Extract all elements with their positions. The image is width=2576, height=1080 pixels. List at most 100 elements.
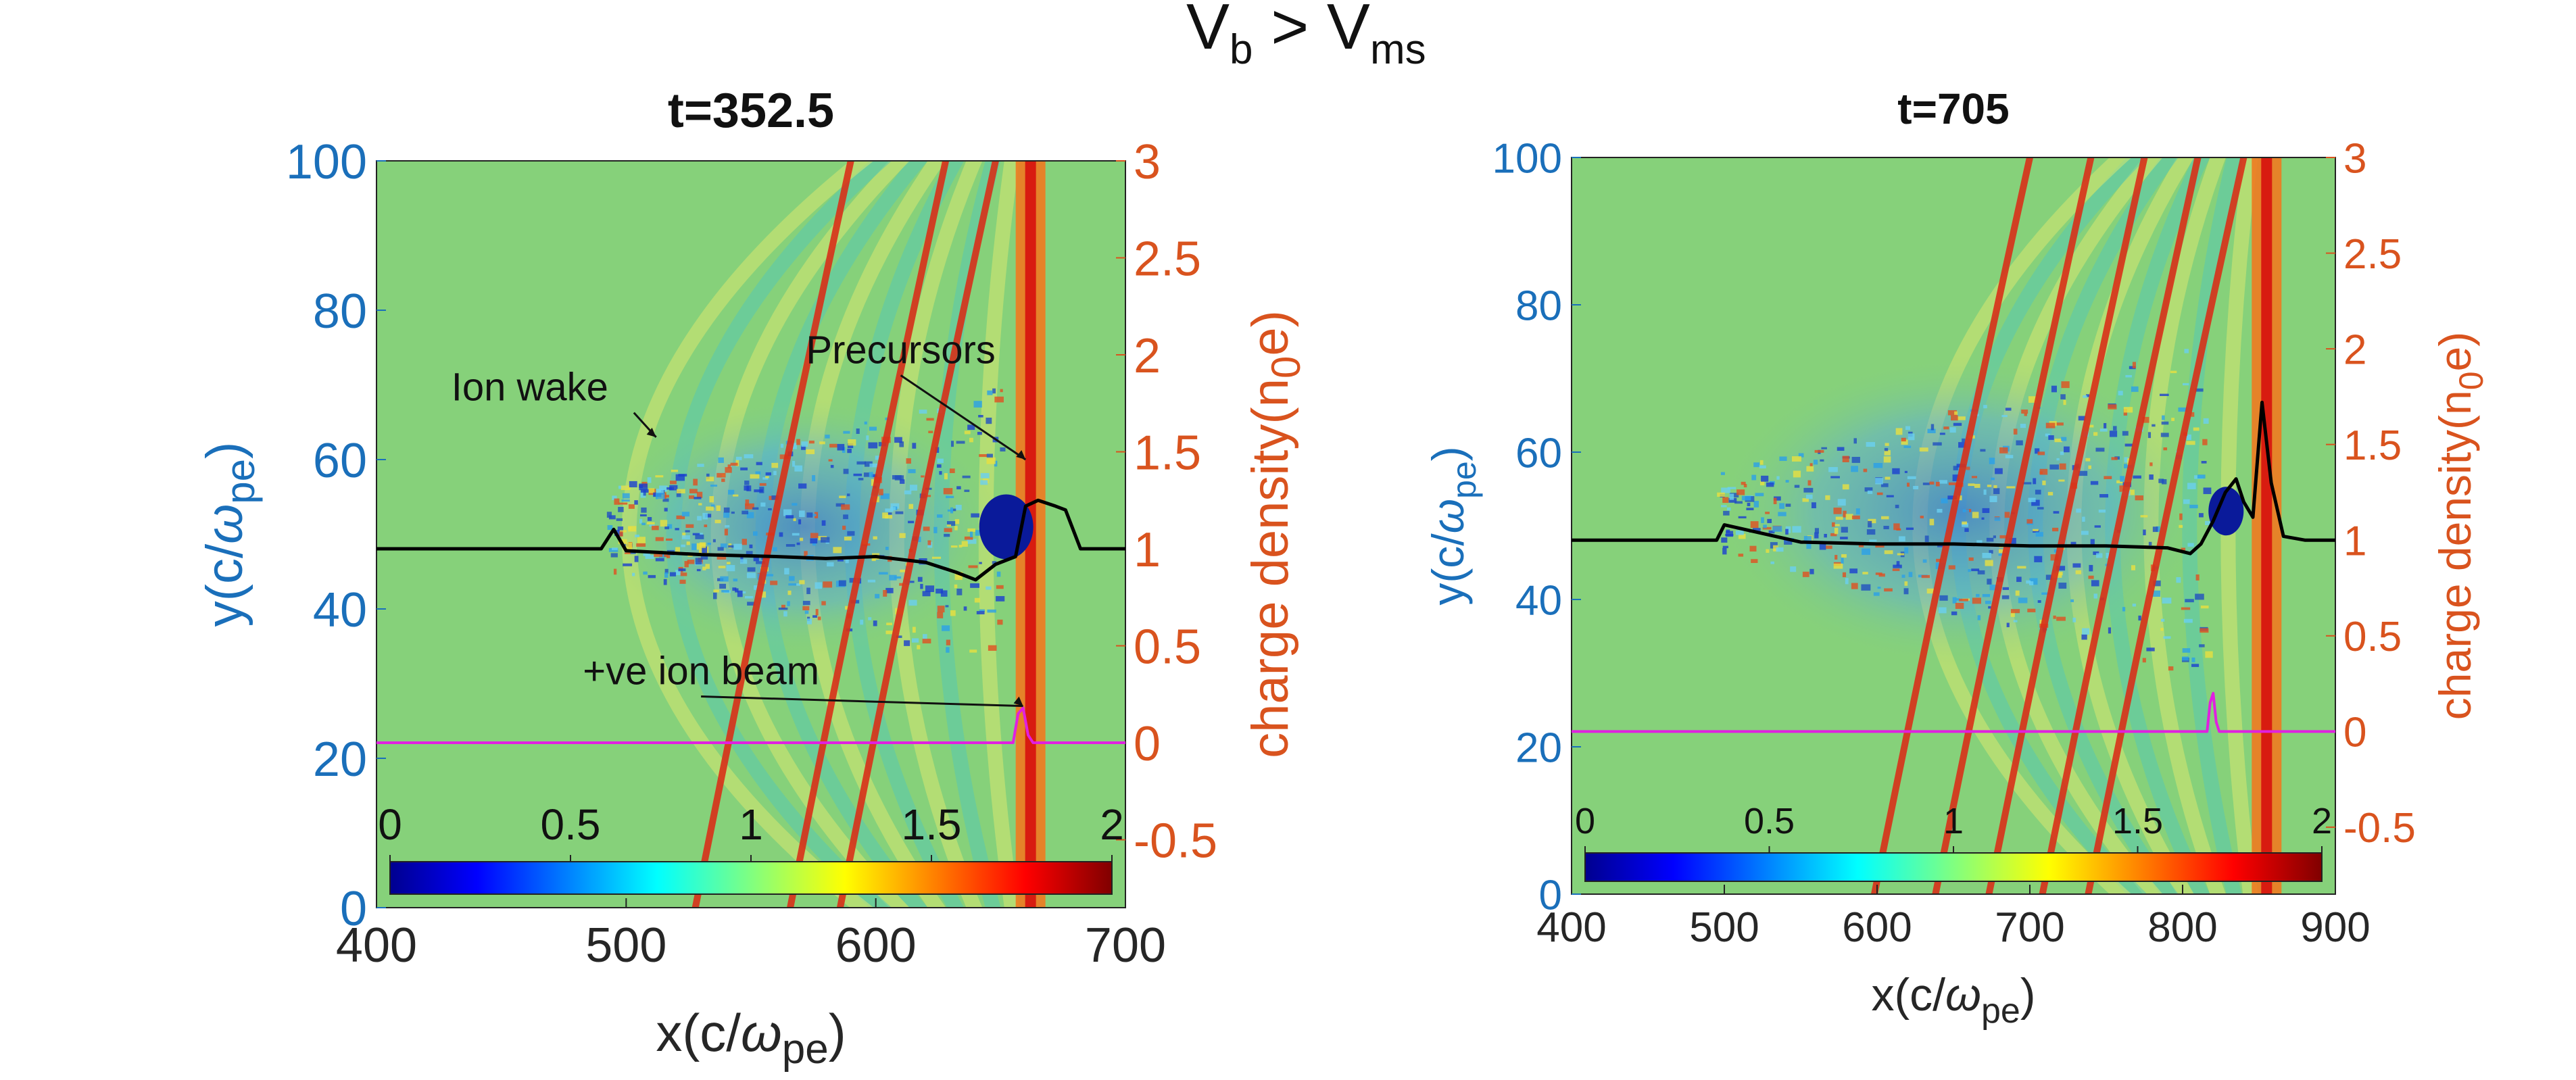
wake-speckle — [986, 453, 993, 459]
wake-speckle — [2182, 383, 2189, 386]
wake-speckle — [1941, 498, 1948, 504]
wake-speckle — [628, 526, 632, 530]
wake-speckle — [781, 604, 785, 609]
wake-speckle — [641, 522, 646, 526]
wake-speckle — [2001, 414, 2008, 418]
precursor-stripe — [691, 161, 854, 908]
wake-speckle — [656, 489, 664, 493]
wake-speckle — [2054, 438, 2062, 443]
wake-speckle — [625, 542, 633, 549]
y-left-tick-label: 100 — [286, 135, 367, 189]
wake-speckle — [1802, 571, 1809, 577]
wake-speckle — [1951, 415, 1958, 421]
wake-speckle — [628, 504, 635, 509]
wake-speckle — [1952, 474, 1960, 481]
wake-speckle — [946, 521, 956, 526]
wake-speckle — [1735, 531, 1744, 535]
wake-speckle — [2203, 487, 2212, 495]
wake-speckle — [617, 526, 624, 531]
wake-speckle — [1968, 569, 1971, 572]
wake-speckle — [992, 561, 997, 564]
annotation-arrowhead — [1016, 450, 1026, 460]
wake-speckle — [1877, 587, 1881, 589]
y-left-tick-label: 60 — [313, 434, 367, 488]
wake-speckle — [812, 615, 817, 618]
wake-speckle — [1993, 488, 2000, 495]
wake-speckle — [1830, 533, 1837, 537]
wake-speckle — [986, 586, 992, 590]
x-tick-label: 400 — [336, 918, 417, 973]
wake-speckle — [848, 439, 856, 446]
wake-speckle — [969, 531, 973, 538]
wake-speckle — [634, 500, 638, 505]
wake-speckle — [686, 541, 690, 545]
wake-speckle — [2060, 394, 2066, 399]
wake-speckle — [940, 590, 948, 597]
wake-speckle — [1998, 554, 2003, 556]
wake-speckle — [950, 610, 956, 616]
colorbar-tick-label: 0 — [378, 800, 402, 849]
wake-speckle — [926, 418, 934, 421]
wake-speckle — [992, 388, 996, 394]
wake-speckle — [961, 541, 968, 547]
wake-speckle — [1905, 426, 1910, 431]
wake-speckle — [1727, 487, 1736, 489]
wake-speckle — [687, 560, 695, 564]
wake-speckle — [1792, 526, 1801, 533]
wake-speckle — [839, 495, 846, 499]
wake-speckle — [659, 485, 668, 492]
wake-speckle — [639, 483, 648, 491]
wake-speckle — [821, 601, 826, 606]
wake-speckle — [742, 591, 746, 594]
wake-speckle — [933, 526, 938, 533]
wake-speckle — [1899, 536, 1905, 542]
wake-speckle — [812, 541, 817, 546]
wake-speckle — [1981, 517, 1985, 520]
wake-speckle — [1994, 517, 2001, 521]
wake-speckle — [1947, 495, 1958, 499]
wake-speckle — [2187, 483, 2196, 489]
wake-speckle — [878, 572, 888, 575]
wake-speckle — [645, 555, 654, 560]
wake-speckle — [678, 474, 687, 477]
wake-speckle — [1903, 445, 1912, 448]
wake-speckle — [678, 568, 686, 572]
wake-speckle — [2108, 404, 2117, 410]
wake-speckle — [1806, 466, 1814, 472]
wake-speckle — [1798, 453, 1804, 458]
wake-speckle — [756, 462, 762, 466]
wake-speckle — [1892, 568, 1900, 571]
wake-speckle — [1770, 561, 1775, 564]
wake-speckle — [662, 498, 669, 502]
wake-speckle — [986, 457, 996, 464]
wake-speckle — [2094, 525, 2101, 528]
wake-speckle — [1833, 508, 1842, 514]
wake-speckle — [1762, 526, 1772, 530]
wake-speckle — [1866, 442, 1876, 447]
wake-speckle — [756, 561, 765, 564]
wake-speckle — [2028, 581, 2034, 586]
wake-speckle — [1752, 528, 1761, 532]
wake-speckle — [937, 612, 944, 618]
wake-speckle — [2081, 634, 2087, 640]
x-axis-label-part: ) — [2020, 969, 2036, 1021]
wake-speckle — [2140, 515, 2148, 518]
wake-speckle — [2028, 396, 2037, 403]
wake-speckle — [1736, 489, 1745, 495]
wake-speckle — [1837, 447, 1845, 451]
wake-speckle — [1842, 456, 1849, 462]
wake-speckle — [1751, 474, 1757, 481]
wake-speckle — [1972, 597, 1982, 604]
wake-speckle — [952, 508, 956, 512]
wake-speckle — [917, 576, 923, 582]
wake-speckle — [787, 590, 792, 595]
wake-speckle — [773, 547, 777, 551]
wake-speckle — [1743, 484, 1747, 488]
wake-speckle — [866, 435, 869, 441]
wake-speckle — [2195, 593, 2204, 600]
wake-speckle — [619, 530, 627, 533]
wake-speckle — [994, 396, 1004, 403]
wake-speckle — [784, 568, 789, 574]
y-left-axis-label: y(c/ωpe) — [196, 442, 263, 627]
wake-speckle — [841, 504, 850, 510]
